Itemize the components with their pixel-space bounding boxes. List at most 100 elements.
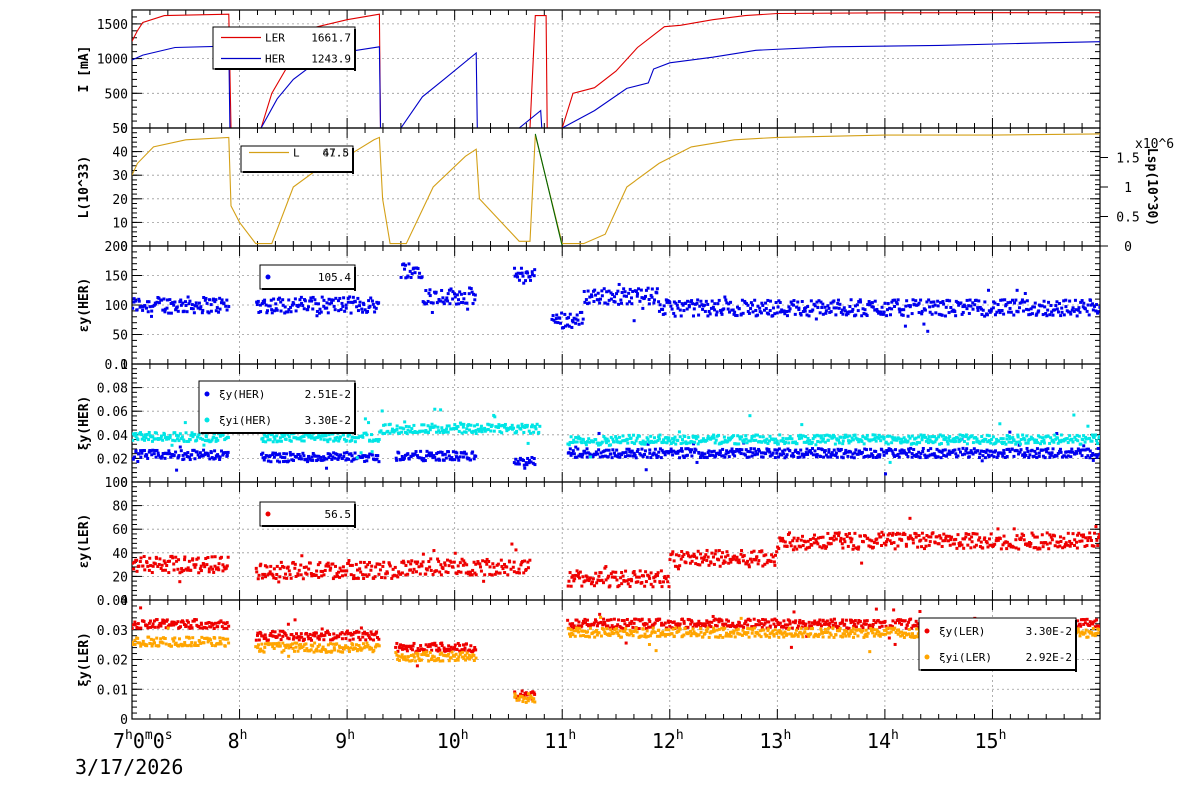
data-point xyxy=(721,448,724,451)
data-point xyxy=(143,620,146,623)
data-point xyxy=(179,432,182,435)
data-point xyxy=(811,308,814,311)
data-point xyxy=(642,574,645,577)
data-point xyxy=(653,436,656,439)
data-point xyxy=(184,304,187,307)
data-point xyxy=(227,556,230,559)
data-point xyxy=(226,454,229,457)
data-point xyxy=(744,434,747,437)
data-point xyxy=(205,563,208,566)
data-point xyxy=(200,569,203,572)
data-point xyxy=(599,298,602,301)
y-axis-label: εy(LER) xyxy=(77,514,92,569)
data-point xyxy=(1058,545,1061,548)
data-point xyxy=(613,295,616,298)
data-point xyxy=(462,456,465,459)
data-point xyxy=(1076,439,1079,442)
data-point xyxy=(772,452,775,455)
data-point xyxy=(361,573,364,576)
data-point xyxy=(374,575,377,578)
data-point xyxy=(954,538,957,541)
data-point xyxy=(418,272,421,275)
data-point xyxy=(187,296,190,299)
data-point xyxy=(644,449,647,452)
data-point xyxy=(174,451,177,454)
data-point xyxy=(1018,306,1021,309)
data-point xyxy=(570,326,573,329)
data-point xyxy=(377,301,380,304)
data-point xyxy=(929,540,932,543)
data-point xyxy=(214,622,217,625)
y-tick-label: 0.08 xyxy=(97,382,128,397)
data-point xyxy=(351,436,354,439)
data-point xyxy=(778,447,781,450)
data-point xyxy=(299,564,302,567)
data-point xyxy=(594,572,597,575)
data-point xyxy=(940,442,943,445)
data-point xyxy=(816,306,819,309)
data-point xyxy=(627,292,630,295)
data-point xyxy=(143,555,146,558)
data-point xyxy=(976,449,979,452)
data-point xyxy=(725,550,728,553)
data-point xyxy=(859,300,862,303)
data-point xyxy=(772,306,775,309)
data-point xyxy=(753,550,756,553)
data-point xyxy=(372,303,375,306)
data-point xyxy=(186,451,189,454)
data-point xyxy=(774,456,777,459)
data-point xyxy=(318,638,321,641)
data-point xyxy=(150,310,153,313)
y-tick-label: 0.06 xyxy=(97,405,128,420)
data-point xyxy=(528,559,531,562)
data-point xyxy=(500,559,503,562)
data-point xyxy=(661,585,664,588)
data-point xyxy=(746,560,749,563)
data-point xyxy=(663,441,666,444)
data-point xyxy=(350,573,353,576)
data-point xyxy=(371,300,374,303)
data-point xyxy=(396,424,399,427)
data-point xyxy=(397,451,400,454)
data-point xyxy=(415,570,418,573)
data-point xyxy=(445,428,448,431)
data-point xyxy=(266,309,269,312)
data-point xyxy=(825,309,828,312)
data-point xyxy=(837,439,840,442)
data-point xyxy=(259,310,262,313)
data-point xyxy=(871,301,874,304)
data-point xyxy=(704,310,707,313)
data-point xyxy=(719,451,722,454)
data-point xyxy=(840,448,843,451)
data-point xyxy=(569,313,572,316)
data-point xyxy=(139,560,142,563)
data-point xyxy=(690,440,693,443)
data-point xyxy=(603,287,606,290)
data-point xyxy=(956,533,959,536)
data-point xyxy=(414,271,417,274)
data-point xyxy=(463,292,466,295)
data-point xyxy=(889,539,892,542)
data-point xyxy=(193,433,196,436)
data-point xyxy=(931,313,934,316)
data-point xyxy=(914,299,917,302)
data-point xyxy=(472,302,475,305)
data-point xyxy=(512,566,515,569)
data-point xyxy=(407,262,410,265)
legend-swatch xyxy=(205,418,210,423)
data-point xyxy=(226,309,229,312)
data-point xyxy=(905,545,908,548)
data-point xyxy=(1029,542,1032,545)
data-point xyxy=(522,459,525,462)
data-point xyxy=(170,312,173,315)
data-point xyxy=(792,548,795,551)
data-point xyxy=(457,302,460,305)
data-point xyxy=(922,323,925,326)
data-point xyxy=(523,560,526,563)
data-point xyxy=(173,431,176,434)
data-point xyxy=(941,314,944,317)
data-point xyxy=(693,441,696,444)
